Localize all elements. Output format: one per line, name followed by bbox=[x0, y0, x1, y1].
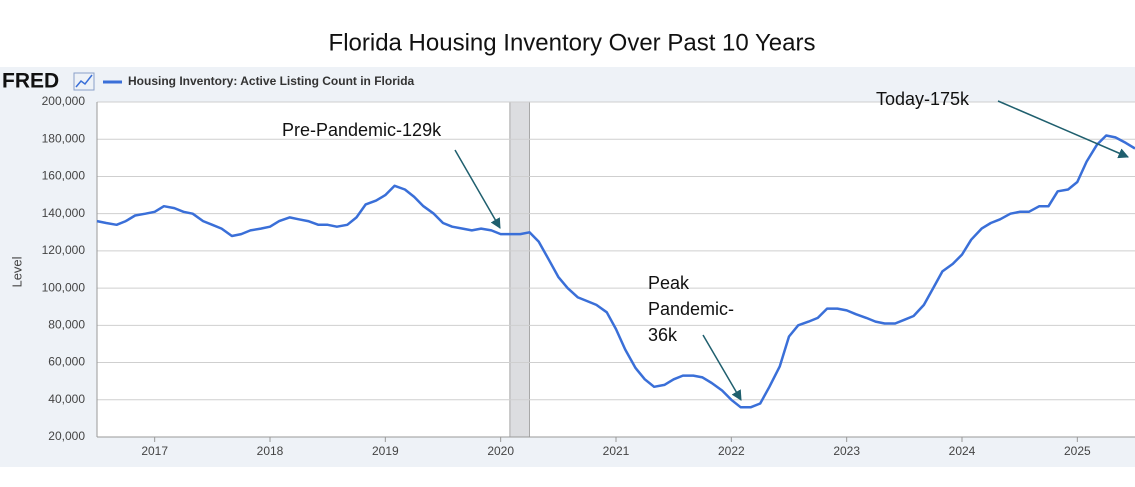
y-tick-label: 20,000 bbox=[48, 429, 85, 443]
x-tick-label: 2017 bbox=[141, 444, 168, 458]
annotation-arrow bbox=[454, 149, 501, 229]
annotation: 36k bbox=[648, 325, 678, 345]
y-tick-label: 140,000 bbox=[42, 206, 86, 220]
recession-shade bbox=[509, 101, 531, 438]
y-tick-label: 200,000 bbox=[42, 94, 86, 108]
annotation: Pre-Pandemic-129k bbox=[282, 120, 442, 140]
annotation: Pandemic- bbox=[648, 299, 734, 319]
x-tick-label: 2023 bbox=[833, 444, 860, 458]
annotation: Today-175k bbox=[876, 89, 970, 109]
annotation: Peak bbox=[648, 273, 690, 293]
y-tick-label: 180,000 bbox=[42, 131, 86, 145]
y-tick-label: 100,000 bbox=[42, 280, 86, 294]
x-tick-label: 2022 bbox=[718, 444, 745, 458]
x-tick-label: 2018 bbox=[257, 444, 284, 458]
y-axis-label: Level bbox=[9, 256, 24, 287]
y-tick-label: 60,000 bbox=[48, 355, 85, 369]
x-tick-label: 2025 bbox=[1064, 444, 1091, 458]
plot-background bbox=[97, 102, 1135, 437]
x-tick-label: 2024 bbox=[949, 444, 976, 458]
logo-icon bbox=[73, 72, 95, 91]
annotation-arrow bbox=[702, 334, 742, 401]
y-tick-label: 40,000 bbox=[48, 392, 85, 406]
chart-title: Florida Housing Inventory Over Past 10 Y… bbox=[329, 29, 816, 56]
x-tick-label: 2020 bbox=[487, 444, 514, 458]
data-line bbox=[96, 134, 1135, 409]
x-tick-label: 2019 bbox=[372, 444, 399, 458]
annotation-arrow bbox=[997, 100, 1129, 159]
y-tick-label: 160,000 bbox=[42, 169, 86, 183]
y-tick-label: 120,000 bbox=[42, 243, 86, 257]
x-tick-label: 2021 bbox=[603, 444, 630, 458]
legend-label: Housing Inventory: Active Listing Count … bbox=[128, 74, 415, 88]
y-tick-label: 80,000 bbox=[48, 318, 85, 332]
logo: FRED bbox=[2, 70, 59, 93]
